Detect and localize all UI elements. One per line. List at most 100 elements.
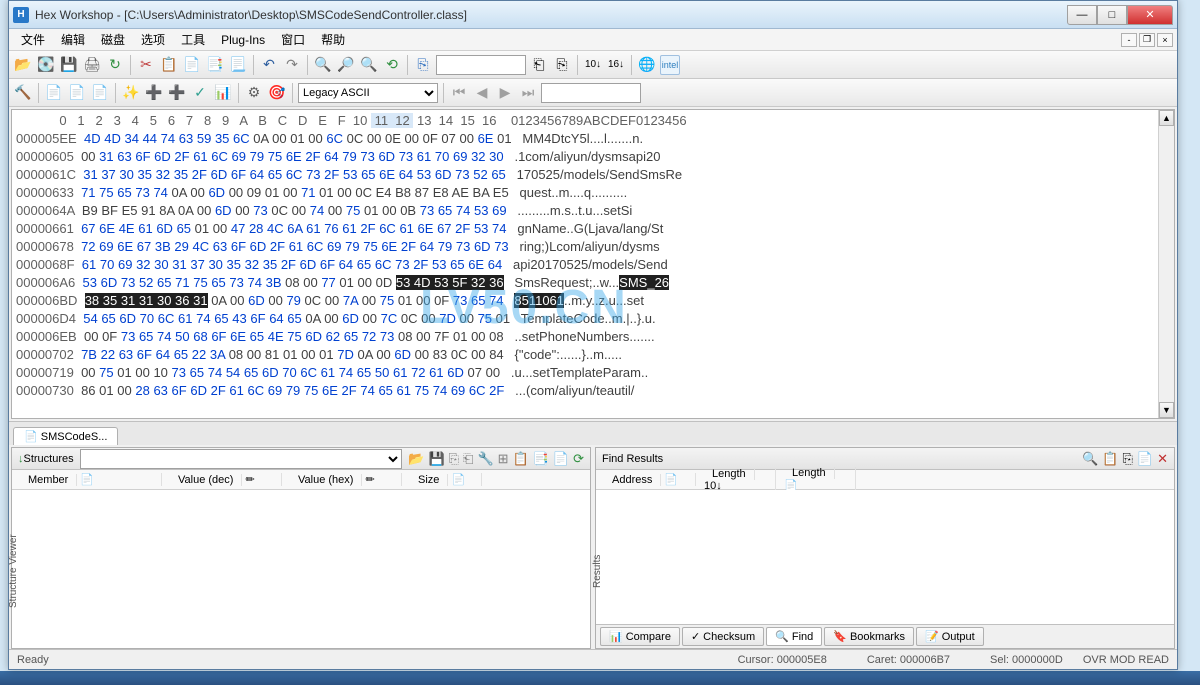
minimize-button[interactable]: — xyxy=(1067,5,1097,25)
find-header: Find Results 🔍 📋 ⎘ 📄 ✕ xyxy=(596,448,1174,470)
status-ready: Ready xyxy=(17,654,718,666)
structures-title: Structures xyxy=(24,453,74,465)
menu-window[interactable]: 窗口 xyxy=(273,29,313,50)
last-icon[interactable]: ⏭ xyxy=(518,83,538,103)
tab-bookmarks[interactable]: 🔖 Bookmarks xyxy=(824,627,914,646)
goto-icon[interactable]: ⎘ xyxy=(413,55,433,75)
app-icon: H xyxy=(13,7,29,23)
fcopy-icon[interactable]: 📋 xyxy=(1102,451,1118,467)
col-size[interactable]: Size 📄 xyxy=(402,473,482,486)
save-struct-icon[interactable]: 💾 xyxy=(428,451,444,467)
window-controls: — □ ✕ xyxy=(1067,5,1173,25)
structure-viewer-label: Structure Viewer xyxy=(8,534,19,608)
maximize-button[interactable]: □ xyxy=(1097,5,1127,25)
menu-plugins[interactable]: Plug-Ins xyxy=(213,31,273,49)
scroll-down-icon[interactable]: ▼ xyxy=(1159,402,1174,418)
tab-output[interactable]: 📝 Output xyxy=(916,627,984,646)
col-len2[interactable]: Length 📄 xyxy=(776,467,856,492)
prev-icon[interactable]: ◀ xyxy=(472,83,492,103)
refresh-icon[interactable]: ↻ xyxy=(105,55,125,75)
s1-icon[interactable]: ⎘ xyxy=(449,451,459,467)
vertical-scrollbar[interactable]: ▲ ▼ xyxy=(1158,110,1174,418)
menu-edit[interactable]: 编辑 xyxy=(53,29,93,50)
s3-icon[interactable]: 🔧 xyxy=(477,451,493,467)
fdel-icon[interactable]: 📄 xyxy=(1137,451,1153,467)
paste-icon[interactable]: 📄 xyxy=(182,55,202,75)
mdi-min[interactable]: - xyxy=(1121,33,1137,47)
print-icon[interactable]: 🖨 xyxy=(82,55,102,75)
doc1-icon[interactable]: 📄 xyxy=(44,83,64,103)
nav-input[interactable] xyxy=(541,83,641,103)
fclose-icon[interactable]: ✕ xyxy=(1157,451,1168,467)
s2-icon[interactable]: ⎗ xyxy=(463,451,473,467)
tab-find[interactable]: 🔍 Find xyxy=(766,627,822,646)
col-valdec[interactable]: Value (dec) ✏ xyxy=(162,473,282,486)
col-address[interactable]: Address 📄 xyxy=(596,473,696,486)
find-next-icon[interactable]: 🔎 xyxy=(336,55,356,75)
mdi-close[interactable]: × xyxy=(1157,33,1173,47)
goto-next-icon[interactable]: ⎘ xyxy=(552,55,572,75)
next-icon[interactable]: ▶ xyxy=(495,83,515,103)
menu-help[interactable]: 帮助 xyxy=(313,29,353,50)
fexport-icon[interactable]: ⎘ xyxy=(1123,451,1133,467)
doc2-icon[interactable]: 📄 xyxy=(67,83,87,103)
chksum-icon[interactable]: ✓ xyxy=(190,83,210,103)
reload-icon[interactable]: ⟳ xyxy=(573,451,584,467)
paste2-icon[interactable]: 📃 xyxy=(228,55,248,75)
find-icon[interactable]: 🔍 xyxy=(313,55,333,75)
intel-icon[interactable]: intel xyxy=(660,55,680,75)
chart-icon[interactable]: 📊 xyxy=(213,83,233,103)
copy2-icon[interactable]: 📑 xyxy=(205,55,225,75)
undo-icon[interactable]: ↶ xyxy=(259,55,279,75)
find-panel: Results Find Results 🔍 📋 ⎘ 📄 ✕ Address 📄… xyxy=(595,447,1175,649)
plus2-icon[interactable]: ➕ xyxy=(167,83,187,103)
cut-icon[interactable]: ✂ xyxy=(136,55,156,75)
main-window: H Hex Workshop - [C:\Users\Administrator… xyxy=(8,0,1178,670)
toolbar-2: 🔨 📄 📄 📄 ✨ ➕ ➕ ✓ 📊 ⚙ 🎯 Legacy ASCII ⏮ ◀ ▶… xyxy=(9,79,1177,107)
bottom-panels: Structure Viewer ↓ Structures 📂 💾 ⎘ ⎗ 🔧 … xyxy=(9,445,1177,651)
menu-file[interactable]: 文件 xyxy=(13,29,53,50)
first-icon[interactable]: ⏮ xyxy=(449,83,469,103)
save-icon[interactable]: 💾 xyxy=(59,55,79,75)
titlebar[interactable]: H Hex Workshop - [C:\Users\Administrator… xyxy=(9,1,1177,29)
replace-icon[interactable]: ⟲ xyxy=(382,55,402,75)
gear-icon[interactable]: ⚙ xyxy=(244,83,264,103)
tab-compare[interactable]: 📊 Compare xyxy=(600,627,680,646)
wand-icon[interactable]: ✨ xyxy=(121,83,141,103)
menu-disk[interactable]: 磁盘 xyxy=(93,29,133,50)
s4-icon[interactable]: ⊞ xyxy=(498,451,509,467)
plus-icon[interactable]: ➕ xyxy=(144,83,164,103)
taskbar xyxy=(0,671,1200,685)
close-button[interactable]: ✕ xyxy=(1127,5,1173,25)
s5-icon[interactable]: 📋 xyxy=(513,451,529,467)
col-len1[interactable]: Length 10↓ xyxy=(696,468,776,492)
tab-smscode[interactable]: 📄 SMSCodeS... xyxy=(13,427,118,445)
disk-icon[interactable]: 💽 xyxy=(36,55,56,75)
tab-checksum[interactable]: ✓ Checksum xyxy=(682,627,764,646)
target-icon[interactable]: 🎯 xyxy=(267,83,287,103)
goto-prev-icon[interactable]: ⎗ xyxy=(529,55,549,75)
find2-icon[interactable]: 🔍 xyxy=(1082,451,1098,467)
open-struct-icon[interactable]: 📂 xyxy=(408,451,424,467)
col-member[interactable]: Member 📄 xyxy=(12,473,162,486)
menu-options[interactable]: 选项 xyxy=(133,29,173,50)
base16-icon[interactable]: 16↓ xyxy=(606,55,626,75)
copy-icon[interactable]: 📋 xyxy=(159,55,179,75)
base10-icon[interactable]: 10↓ xyxy=(583,55,603,75)
structures-combo[interactable] xyxy=(80,449,403,469)
globe-icon[interactable]: 🌐 xyxy=(637,55,657,75)
scroll-up-icon[interactable]: ▲ xyxy=(1159,110,1174,126)
col-valhex[interactable]: Value (hex) ✏ xyxy=(282,473,402,486)
encoding-select[interactable]: Legacy ASCII xyxy=(298,83,438,103)
find-prev-icon[interactable]: 🔍 xyxy=(359,55,379,75)
hammer-icon[interactable]: 🔨 xyxy=(13,83,33,103)
redo-icon[interactable]: ↷ xyxy=(282,55,302,75)
hex-editor[interactable]: 0 1 2 3 4 5 6 7 8 9 A B C D E F 10 11 12… xyxy=(11,109,1175,419)
s6-icon[interactable]: 📑 xyxy=(533,451,549,467)
s7-icon[interactable]: 📄 xyxy=(553,451,569,467)
goto-input[interactable] xyxy=(436,55,526,75)
open-icon[interactable]: 📂 xyxy=(13,55,33,75)
menu-tools[interactable]: 工具 xyxy=(173,29,213,50)
doc3-icon[interactable]: 📄 xyxy=(90,83,110,103)
mdi-restore[interactable]: ❐ xyxy=(1139,33,1155,47)
